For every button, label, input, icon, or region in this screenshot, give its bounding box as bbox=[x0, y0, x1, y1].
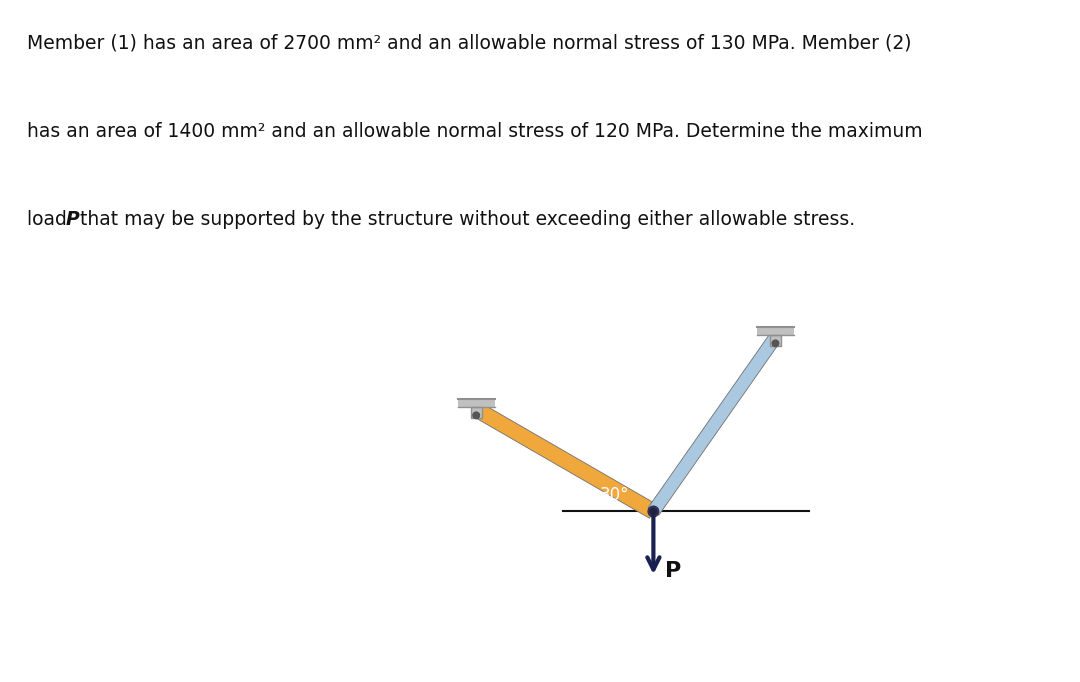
Polygon shape bbox=[648, 333, 781, 516]
Bar bbox=[770, 335, 781, 346]
Circle shape bbox=[473, 412, 480, 419]
Text: 55°: 55° bbox=[674, 486, 703, 504]
Circle shape bbox=[772, 340, 779, 346]
Text: (1): (1) bbox=[726, 403, 752, 421]
Text: P: P bbox=[665, 561, 681, 581]
Text: (2): (2) bbox=[572, 439, 598, 457]
Circle shape bbox=[650, 509, 657, 514]
Text: Member (1) has an area of 2700 mm² and an allowable normal stress of 130 MPa. Me: Member (1) has an area of 2700 mm² and a… bbox=[27, 33, 912, 53]
Text: 30°: 30° bbox=[599, 486, 630, 504]
Text: that may be supported by the structure without exceeding either allowable stress: that may be supported by the structure w… bbox=[73, 210, 855, 229]
Polygon shape bbox=[472, 402, 658, 518]
Text: load: load bbox=[27, 210, 72, 229]
Bar bbox=[471, 406, 482, 418]
Text: has an area of 1400 mm² and an allowable normal stress of 120 MPa. Determine the: has an area of 1400 mm² and an allowable… bbox=[27, 121, 922, 140]
Circle shape bbox=[648, 506, 659, 517]
Text: P: P bbox=[65, 210, 79, 229]
